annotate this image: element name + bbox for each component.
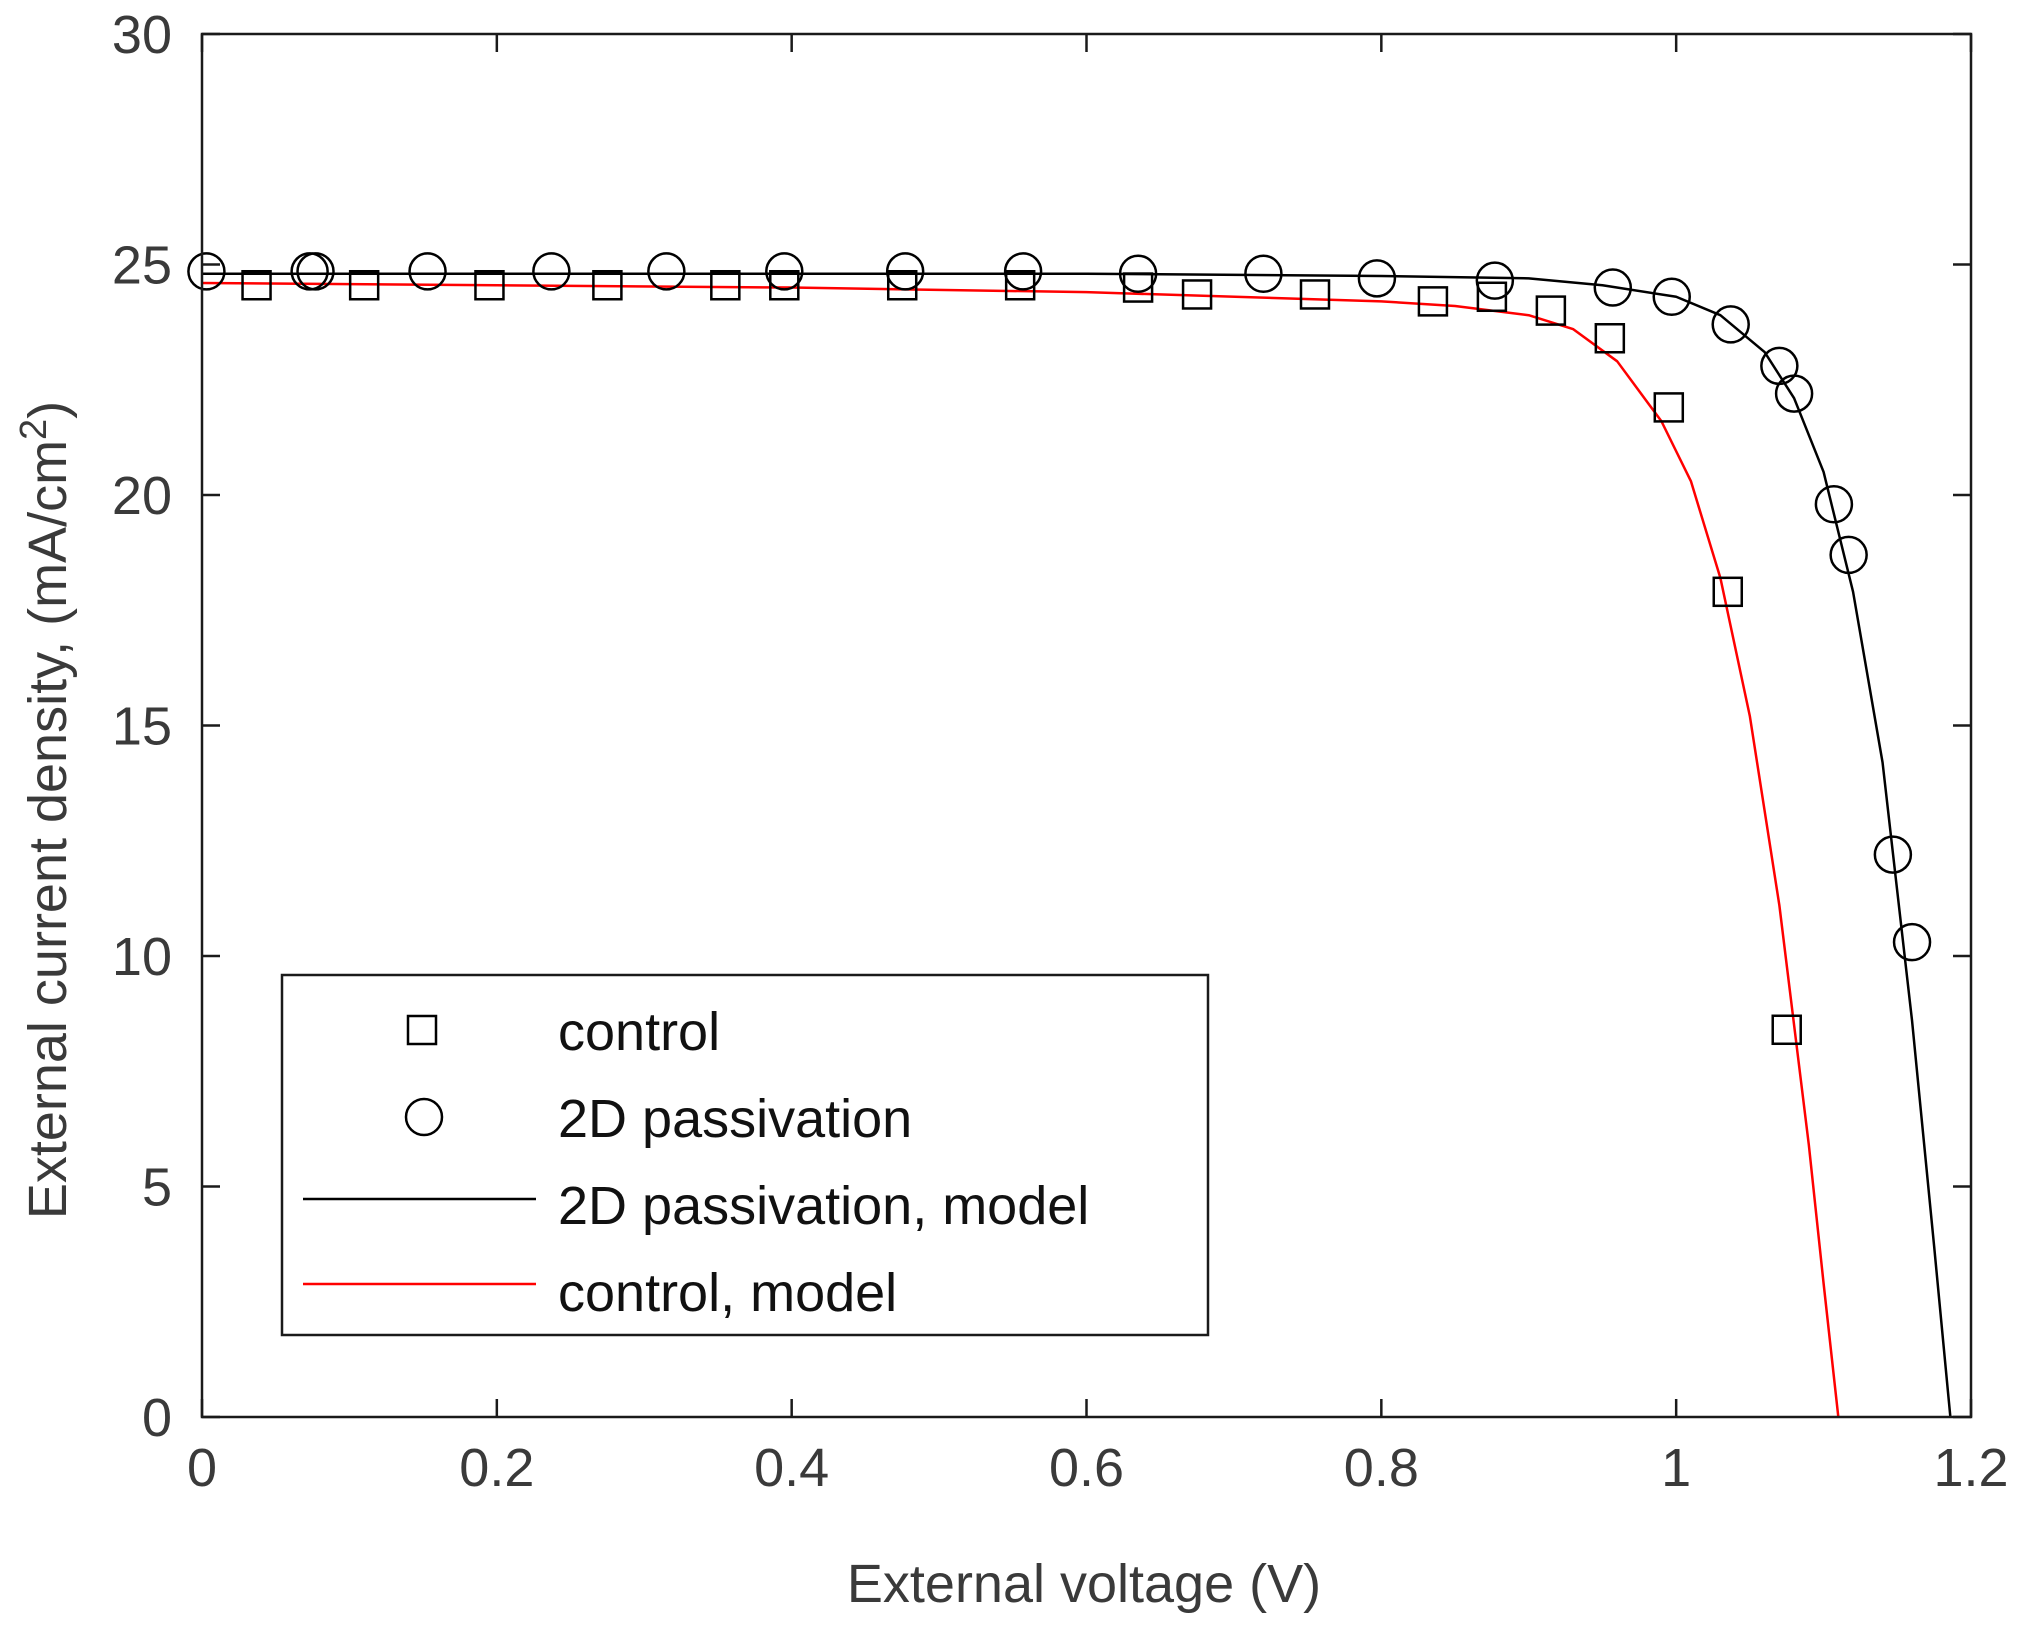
y-axis-title-end: )	[18, 401, 78, 419]
control-data-point	[348, 269, 380, 301]
passivation-data-point	[1829, 535, 1868, 575]
passivation-data-point	[1652, 277, 1691, 317]
passivation-data-point	[1892, 922, 1932, 962]
passivation-data-point	[1814, 484, 1854, 524]
axis-ticks: 0 0.2 0.4 0.6 0.8 1 1.2 0 5 10 15 20 25 30	[112, 5, 2009, 1498]
y-axis-title: External current density, (mA/cm2)	[13, 401, 78, 1219]
passivation-data-point	[296, 252, 335, 291]
x-tick-label: 0.8	[1344, 1438, 1419, 1498]
legend-2d-passivation-model-label: 2D passivation, model	[558, 1176, 1089, 1236]
x-tick-label: 1.2	[1933, 1438, 2008, 1498]
passivation-data-point	[1003, 252, 1043, 291]
x-tick-label: 1	[1661, 1438, 1691, 1498]
passivation-data-point	[1475, 261, 1515, 300]
series-line-3	[201, 281, 1840, 1418]
passivation-data-point	[1711, 305, 1750, 344]
y-tick-label: 20	[112, 466, 172, 526]
y-tick-label: 0	[142, 1388, 172, 1448]
passivation-data-point	[1774, 374, 1814, 413]
passivation-data-point	[408, 252, 447, 291]
y-axis-title-main: External current density, (mA/cm	[18, 440, 78, 1219]
passivation-data-point	[647, 252, 686, 291]
series-line-2	[202, 272, 1952, 1418]
passivation-data-point	[532, 252, 571, 291]
legend: control 2D passivation 2D passivation, m…	[280, 973, 1210, 1337]
y-axis-title-superscript: 2	[13, 419, 55, 440]
control-data-point	[1181, 279, 1213, 310]
plot-area	[187, 252, 1952, 1418]
passivation-data-point	[1118, 254, 1158, 293]
control-data-point	[769, 269, 800, 301]
x-tick-label: 0.2	[459, 1438, 534, 1498]
passivation-data-point	[1873, 835, 1913, 874]
passivation-data-point	[885, 252, 925, 291]
control-data-point	[1535, 295, 1567, 326]
control-data-point	[1653, 392, 1685, 423]
legend-2d-passivation-label: 2D passivation	[558, 1089, 912, 1149]
passivation-data-point	[187, 252, 226, 291]
passivation-data-point	[1244, 254, 1283, 293]
control-data-point	[474, 269, 505, 301]
control-data-point	[592, 269, 623, 301]
passivation-data-point	[1593, 268, 1633, 307]
legend-control-marker	[406, 1014, 438, 1046]
x-tick-label: 0.4	[754, 1438, 829, 1498]
passivation-data-point	[765, 252, 804, 291]
control-data-point	[1417, 286, 1449, 317]
y-tick-label: 10	[112, 927, 172, 987]
x-axis-title: External voltage (V)	[847, 1554, 1321, 1614]
y-tick-label: 15	[112, 697, 172, 757]
y-tick-label: 25	[112, 236, 172, 296]
control-data-point	[1771, 1014, 1802, 1046]
y-tick-label: 5	[142, 1158, 172, 1218]
y-tick-label: 30	[112, 5, 172, 65]
passivation-data-point	[1357, 259, 1397, 298]
control-data-point	[1594, 323, 1626, 354]
legend-control-model-label: control, model	[558, 1263, 897, 1323]
x-tick-label: 0	[187, 1438, 217, 1498]
legend-control-label: control	[558, 1002, 720, 1062]
control-data-point	[1712, 576, 1744, 608]
control-data-point	[241, 269, 272, 301]
control-data-point	[1476, 281, 1508, 313]
control-data-point	[1299, 279, 1331, 310]
control-data-point	[1122, 272, 1154, 303]
legend-2d-passivation-marker	[404, 1097, 444, 1137]
control-data-point	[710, 269, 741, 301]
x-tick-label: 0.6	[1049, 1438, 1124, 1498]
